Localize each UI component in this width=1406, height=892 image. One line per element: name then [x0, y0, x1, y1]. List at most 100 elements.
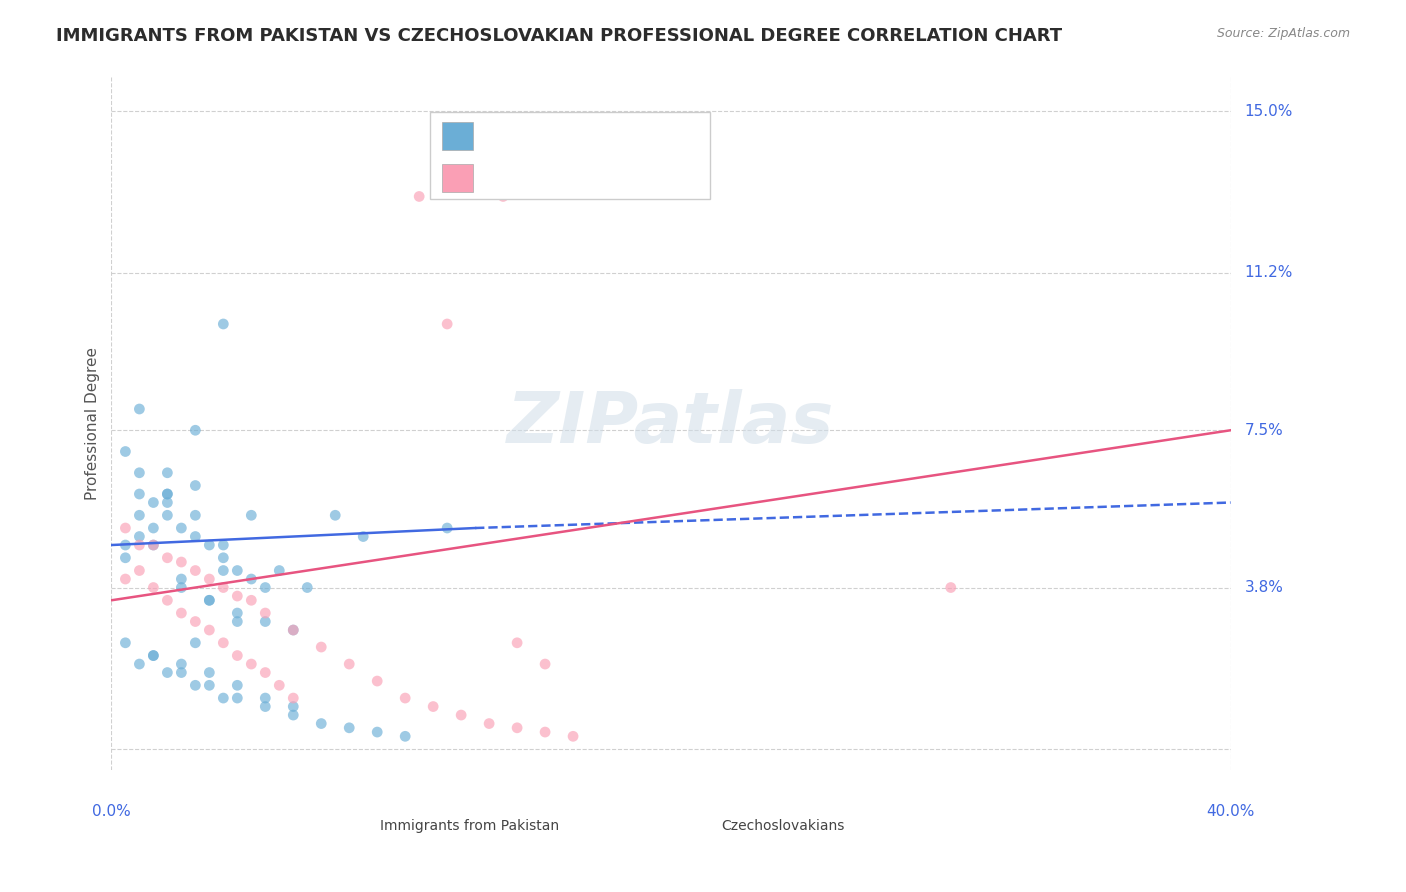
Point	[156, 466, 179, 480]
Point	[212, 550, 235, 565]
Point	[170, 606, 193, 620]
Point	[562, 729, 585, 743]
Point	[170, 572, 193, 586]
Text: R =  0.167    N = 42: R = 0.167 N = 42	[481, 169, 681, 187]
Point	[283, 699, 305, 714]
FancyBboxPatch shape	[430, 112, 710, 199]
Point	[142, 581, 165, 595]
Point	[184, 423, 207, 437]
Point	[394, 691, 416, 706]
Point	[269, 678, 291, 692]
Point	[240, 657, 263, 671]
Point	[436, 317, 458, 331]
Point	[156, 593, 179, 607]
Point	[337, 721, 360, 735]
Point	[142, 538, 165, 552]
Point	[128, 657, 150, 671]
Text: 3.8%: 3.8%	[1244, 580, 1284, 595]
Point	[240, 572, 263, 586]
Point	[156, 665, 179, 680]
Point	[212, 636, 235, 650]
Point	[156, 495, 179, 509]
Point	[184, 508, 207, 523]
Point	[337, 657, 360, 671]
Point	[226, 615, 249, 629]
Point	[323, 508, 346, 523]
Point	[198, 538, 221, 552]
Point	[128, 402, 150, 417]
Point	[114, 538, 136, 552]
Point	[128, 529, 150, 543]
Text: Immigrants from Pakistan: Immigrants from Pakistan	[380, 819, 560, 833]
Point	[309, 716, 332, 731]
Point	[212, 317, 235, 331]
Point	[142, 521, 165, 535]
Text: 40.0%: 40.0%	[1206, 805, 1254, 820]
Point	[128, 508, 150, 523]
Bar	[335, 815, 360, 836]
Point	[394, 729, 416, 743]
Point	[506, 636, 529, 650]
Point	[198, 593, 221, 607]
Point	[240, 593, 263, 607]
Point	[254, 691, 277, 706]
Point	[212, 564, 235, 578]
Text: R =  0.025    N = 65: R = 0.025 N = 65	[481, 128, 681, 145]
Point	[128, 487, 150, 501]
Text: 0.0%: 0.0%	[91, 805, 131, 820]
Point	[184, 478, 207, 492]
Text: Source: ZipAtlas.com: Source: ZipAtlas.com	[1216, 27, 1350, 40]
Point	[352, 529, 374, 543]
Point	[283, 623, 305, 637]
Point	[142, 648, 165, 663]
Point	[254, 665, 277, 680]
Text: ZIPatlas: ZIPatlas	[508, 390, 835, 458]
Point	[269, 564, 291, 578]
Point	[184, 564, 207, 578]
Point	[254, 606, 277, 620]
Point	[156, 487, 179, 501]
Point	[254, 581, 277, 595]
Bar	[671, 815, 696, 836]
Point	[156, 508, 179, 523]
Point	[309, 640, 332, 654]
Point	[212, 538, 235, 552]
Point	[156, 550, 179, 565]
Bar	[441, 164, 472, 192]
Point	[478, 716, 501, 731]
Point	[226, 589, 249, 603]
Point	[142, 495, 165, 509]
Point	[184, 636, 207, 650]
Point	[198, 665, 221, 680]
Point	[198, 572, 221, 586]
Point	[114, 636, 136, 650]
Point	[226, 564, 249, 578]
Text: 7.5%: 7.5%	[1244, 423, 1284, 438]
Text: IMMIGRANTS FROM PAKISTAN VS CZECHOSLOVAKIAN PROFESSIONAL DEGREE CORRELATION CHAR: IMMIGRANTS FROM PAKISTAN VS CZECHOSLOVAK…	[56, 27, 1063, 45]
Point	[226, 678, 249, 692]
Point	[170, 657, 193, 671]
Point	[240, 508, 263, 523]
Point	[534, 725, 557, 739]
Point	[226, 648, 249, 663]
Point	[212, 691, 235, 706]
Point	[506, 721, 529, 735]
Point	[283, 623, 305, 637]
Point	[226, 606, 249, 620]
Point	[184, 529, 207, 543]
Text: 15.0%: 15.0%	[1244, 104, 1294, 119]
Point	[198, 623, 221, 637]
Point	[226, 691, 249, 706]
Point	[436, 521, 458, 535]
Point	[114, 521, 136, 535]
Text: Czechoslovakians: Czechoslovakians	[721, 819, 845, 833]
Point	[408, 189, 430, 203]
Point	[184, 678, 207, 692]
Point	[156, 487, 179, 501]
Point	[114, 550, 136, 565]
Point	[114, 572, 136, 586]
Point	[254, 699, 277, 714]
Point	[128, 564, 150, 578]
Point	[198, 678, 221, 692]
Point	[114, 444, 136, 458]
